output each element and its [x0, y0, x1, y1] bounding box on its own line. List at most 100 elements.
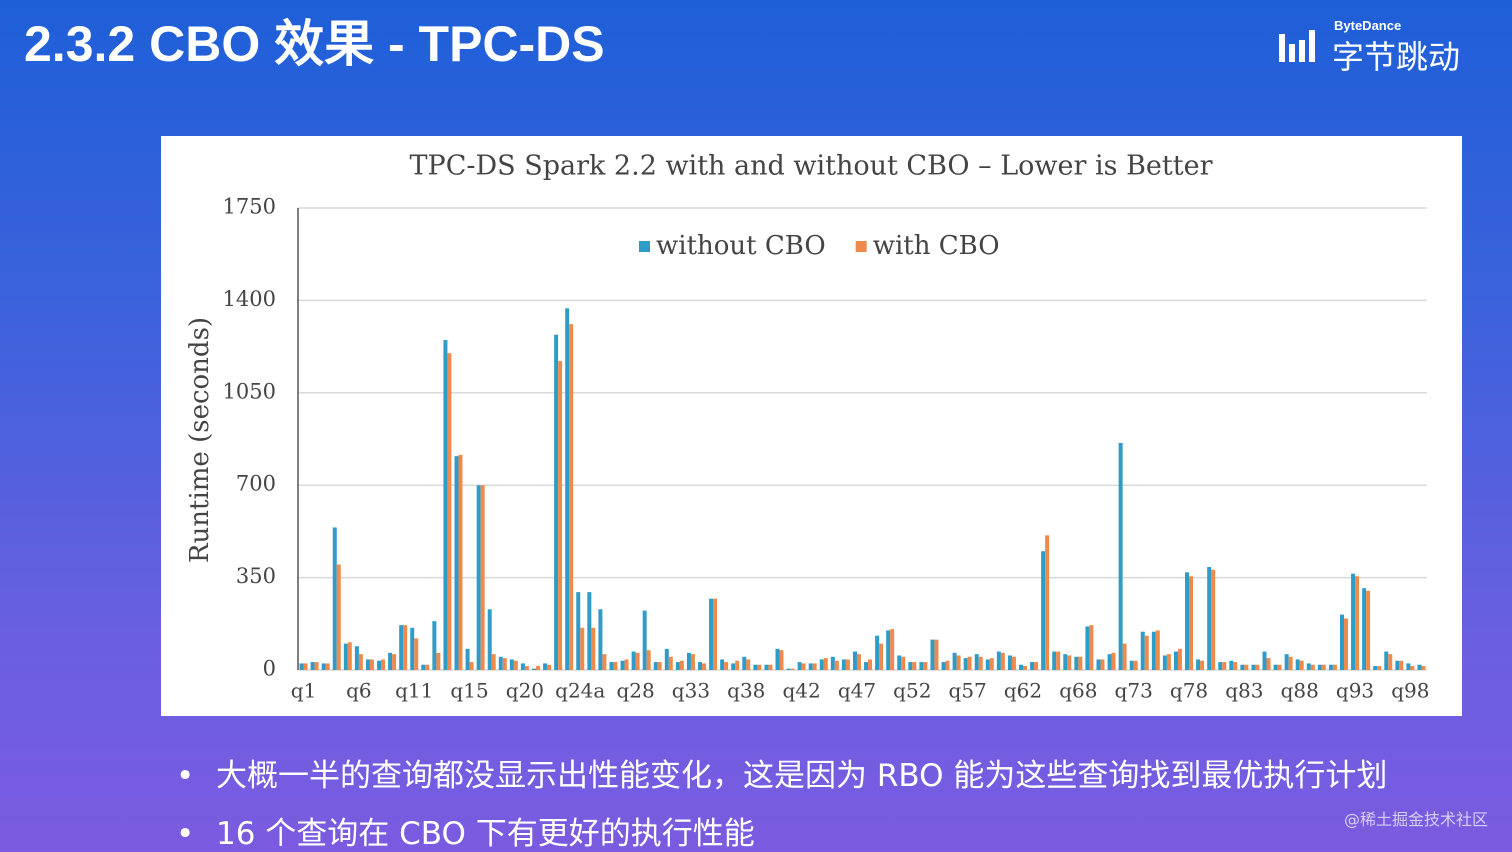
- bar: [1189, 576, 1194, 670]
- bar: [1089, 625, 1094, 670]
- bar: [1284, 654, 1289, 670]
- bar: [1151, 631, 1156, 670]
- bar: [1229, 660, 1234, 670]
- bar: [890, 629, 895, 670]
- bar: [996, 651, 1001, 670]
- x-tick-label: q52: [893, 679, 931, 703]
- x-tick-label: q6: [346, 679, 372, 703]
- bar: [1332, 664, 1337, 670]
- x-tick-label: q1: [291, 679, 317, 703]
- bar: [642, 610, 647, 670]
- bar: [1233, 662, 1238, 670]
- legend-label: with CBO: [873, 231, 1000, 261]
- bar: [757, 664, 762, 670]
- bar: [1166, 654, 1171, 670]
- bar: [735, 660, 740, 670]
- x-tick-label: q20: [506, 679, 544, 703]
- x-tick-label: q62: [1004, 679, 1042, 703]
- bar: [830, 656, 835, 670]
- bar: [613, 662, 618, 670]
- bar: [1022, 666, 1027, 670]
- bar: [1096, 659, 1101, 670]
- bar: [498, 656, 503, 670]
- bar: [731, 663, 736, 670]
- bar: [675, 662, 680, 670]
- bar: [1288, 656, 1293, 670]
- bar: [1196, 659, 1201, 670]
- bar: [1266, 658, 1271, 670]
- bar: [1144, 635, 1149, 670]
- bullet: • 16 个查询在 CBO 下有更好的执行性能: [176, 816, 755, 852]
- bar: [690, 654, 695, 670]
- bar: [1007, 655, 1012, 670]
- chart-background: [161, 136, 1462, 716]
- bar: [779, 650, 784, 670]
- bar: [1034, 662, 1039, 670]
- bar: [1321, 664, 1326, 670]
- bar: [668, 656, 673, 670]
- bar: [535, 666, 540, 670]
- bar: [967, 656, 972, 670]
- bar: [436, 652, 441, 670]
- bar: [1384, 651, 1389, 670]
- bar: [742, 656, 747, 670]
- bar: [1262, 651, 1267, 670]
- bar: [963, 658, 968, 670]
- bar: [1162, 655, 1167, 670]
- bar: [454, 456, 459, 670]
- bar: [580, 627, 585, 670]
- bar: [679, 660, 684, 670]
- bar: [1218, 662, 1223, 670]
- bullet-text: 16 个查询在 CBO 下有更好的执行性能: [216, 816, 755, 852]
- bar: [576, 592, 581, 670]
- bar: [1406, 663, 1411, 670]
- x-tick-label: q11: [395, 679, 433, 703]
- bar: [812, 663, 817, 670]
- bar: [945, 660, 950, 670]
- bar: [465, 648, 470, 670]
- bar: [502, 658, 507, 670]
- bar: [923, 662, 928, 670]
- x-tick-label: q33: [672, 679, 710, 703]
- bar: [365, 659, 370, 670]
- bar: [531, 668, 536, 670]
- bar: [631, 651, 636, 670]
- legend-swatch: [855, 241, 867, 252]
- bar: [421, 664, 426, 670]
- bar: [1395, 660, 1400, 670]
- bar: [768, 664, 773, 670]
- y-tick-label: 700: [236, 472, 276, 496]
- bar: [797, 662, 802, 670]
- bar: [1085, 626, 1090, 670]
- bar: [1133, 660, 1138, 670]
- bar: [547, 664, 552, 670]
- bar: [332, 527, 337, 670]
- bar: [491, 654, 496, 670]
- bar: [724, 662, 729, 670]
- bar: [310, 662, 315, 670]
- bar: [713, 598, 718, 670]
- bar: [1019, 664, 1023, 670]
- bar: [657, 662, 662, 670]
- bar: [1421, 666, 1426, 670]
- bar: [432, 621, 437, 670]
- bar: [520, 663, 525, 670]
- legend-label: without CBO: [656, 231, 826, 261]
- y-tick-label: 1750: [223, 195, 276, 219]
- bullet: • 大概一半的查询都没显示出性能变化，这是因为 RBO 能为这些查询找到最优执行计…: [176, 758, 1388, 794]
- bar: [1056, 651, 1061, 670]
- bar: [554, 334, 559, 670]
- bar: [565, 308, 570, 670]
- bar: [1306, 663, 1311, 670]
- chart: TPC-DS Spark 2.2 with and without CBO – …: [161, 136, 1462, 716]
- bar: [558, 361, 563, 670]
- bar: [1255, 664, 1260, 670]
- x-tick-label: q83: [1225, 679, 1263, 703]
- bar: [985, 659, 990, 670]
- bar: [1185, 572, 1190, 670]
- x-tick-label: q98: [1391, 679, 1429, 703]
- bar: [1000, 652, 1005, 670]
- bar: [764, 664, 769, 670]
- bar: [1299, 660, 1304, 670]
